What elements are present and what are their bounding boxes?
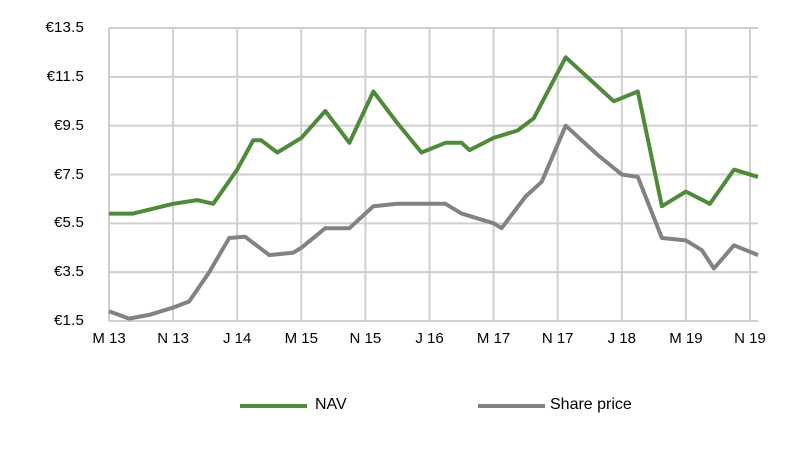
x-tick-label: N 13 (157, 330, 189, 347)
x-tick-label: N 17 (541, 330, 574, 347)
y-tick-label: €11.5 (46, 67, 84, 85)
y-tick-label: €1.5 (54, 312, 84, 330)
nav-line (109, 55, 759, 216)
x-tick-label: M 13 (92, 330, 126, 347)
nav-legend-swatch (240, 404, 307, 408)
x-tick-label: N 19 (734, 330, 766, 347)
y-tick-label: €7.5 (54, 165, 84, 183)
share-price-legend-swatch (478, 404, 545, 408)
legend: NAV Share price (0, 394, 800, 418)
x-tick-label: M 17 (476, 330, 511, 347)
y-tick-label: €3.5 (54, 263, 84, 281)
x-tick-label: J 18 (607, 330, 636, 347)
share-price-line (108, 123, 759, 321)
share-price-legend-label: Share price (550, 396, 632, 413)
nav-legend-label: NAV (315, 396, 347, 413)
y-tick-label: €9.5 (54, 116, 84, 134)
x-tick-label: M 15 (284, 330, 318, 347)
x-tick-label: M 19 (669, 330, 703, 347)
x-tick-label: J 14 (223, 330, 252, 347)
x-tick-label: J 16 (415, 330, 444, 347)
y-tick-label: €5.5 (54, 214, 84, 232)
x-tick-label: N 15 (349, 330, 382, 347)
y-tick-label: €13.5 (45, 19, 84, 37)
